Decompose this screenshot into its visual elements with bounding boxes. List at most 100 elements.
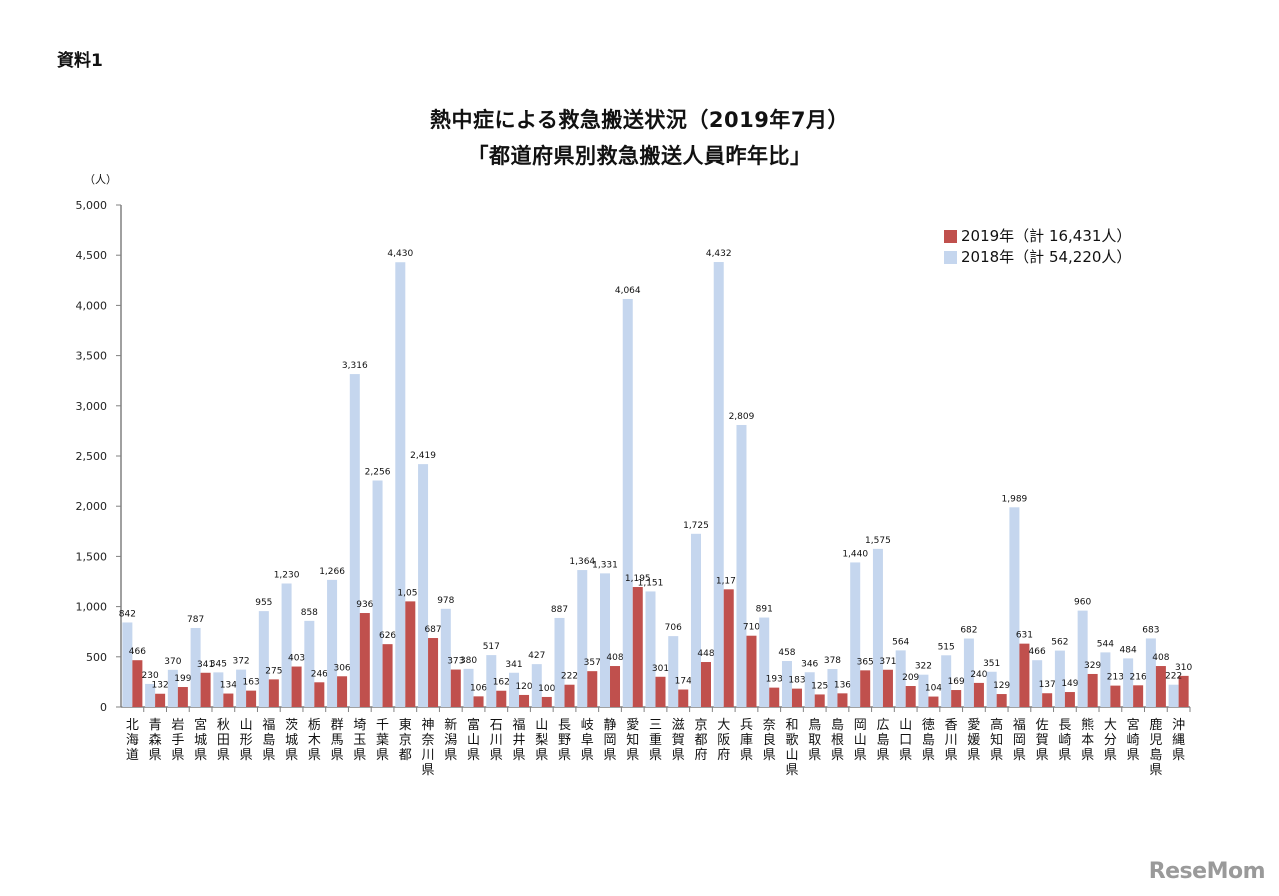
y-tick-label: 0 bbox=[100, 701, 107, 714]
x-category-label: 県 bbox=[604, 748, 617, 763]
data-label-2018: 891 bbox=[756, 605, 773, 615]
x-category-label: 県 bbox=[171, 748, 184, 763]
x-category-label: 玉 bbox=[353, 733, 366, 748]
y-tick-label: 4,000 bbox=[76, 299, 108, 312]
x-category-label: 賀 bbox=[672, 733, 685, 748]
x-category-label: 群 bbox=[331, 718, 344, 733]
x-category-label: 県 bbox=[945, 748, 958, 763]
bar-2018 bbox=[645, 591, 656, 707]
x-category-label: 京 bbox=[399, 733, 412, 748]
data-label-2018: 1,266 bbox=[319, 567, 345, 577]
data-label-2019: 631 bbox=[1016, 631, 1033, 641]
data-label-2018: 955 bbox=[255, 598, 272, 608]
x-category-label: 崎 bbox=[1058, 733, 1071, 748]
bar-2018 bbox=[1077, 610, 1088, 707]
data-label-2018: 562 bbox=[1051, 638, 1068, 648]
x-category-label: 北 bbox=[126, 718, 139, 733]
bar-2018 bbox=[690, 533, 701, 707]
bar-2018 bbox=[963, 638, 974, 707]
data-label-2019: 371 bbox=[879, 657, 896, 667]
data-label-2018: 1,331 bbox=[592, 560, 618, 570]
bar-2019 bbox=[1064, 692, 1075, 707]
bar-2018 bbox=[986, 671, 997, 707]
x-category-label: 山 bbox=[854, 733, 867, 748]
x-category-label: 口 bbox=[899, 733, 912, 748]
bar-2019 bbox=[723, 589, 734, 707]
bar-2019 bbox=[973, 682, 984, 707]
bar-2018 bbox=[531, 664, 542, 707]
bar-2018 bbox=[577, 570, 588, 707]
bar-2018 bbox=[167, 669, 178, 707]
bar-2018 bbox=[236, 669, 247, 707]
data-label-2019: 125 bbox=[811, 681, 828, 691]
bar-2018 bbox=[895, 650, 906, 707]
x-category-label: 野 bbox=[558, 733, 571, 748]
y-tick-label: 2,000 bbox=[76, 500, 108, 513]
data-label-2019: 373 bbox=[447, 657, 464, 667]
x-category-label: 県 bbox=[740, 748, 753, 763]
x-category-label: 新 bbox=[444, 717, 457, 733]
x-category-label: 秋 bbox=[217, 718, 230, 733]
data-label-2019: 183 bbox=[788, 676, 805, 686]
x-category-label: 県 bbox=[922, 748, 935, 763]
x-category-label: 県 bbox=[285, 748, 298, 763]
data-label-2019: 193 bbox=[766, 675, 783, 685]
data-label-2018: 345 bbox=[210, 659, 227, 669]
x-category-label: 森 bbox=[149, 733, 162, 748]
x-category-label: 川 bbox=[490, 733, 503, 748]
data-label-2018: 960 bbox=[1074, 598, 1091, 608]
bar-2018 bbox=[759, 617, 770, 707]
y-tick-label: 500 bbox=[86, 651, 107, 664]
x-category-label: 県 bbox=[899, 748, 912, 763]
y-tick-label: 3,000 bbox=[76, 400, 108, 413]
x-category-label: 県 bbox=[1104, 748, 1117, 763]
data-label-2018: 1,575 bbox=[865, 536, 891, 546]
bar-2018 bbox=[622, 298, 633, 707]
data-label-2019: 306 bbox=[333, 663, 350, 673]
x-category-label: 県 bbox=[376, 748, 389, 763]
x-category-label: 県 bbox=[854, 748, 867, 763]
x-category-label: 府 bbox=[694, 748, 707, 763]
data-label-2018: 787 bbox=[187, 615, 204, 625]
x-category-label: 山 bbox=[535, 718, 548, 733]
bar-2019 bbox=[632, 587, 643, 707]
bar-2019 bbox=[132, 660, 143, 707]
x-category-label: 県 bbox=[217, 748, 230, 763]
x-category-label: 佐 bbox=[1036, 718, 1049, 733]
bar-2018 bbox=[304, 620, 315, 707]
x-category-label: 県 bbox=[444, 748, 457, 763]
chart-legend: 2019年（計 16,431人） 2018年（計 54,220人） bbox=[944, 226, 1131, 268]
y-axis-unit-label: （人） bbox=[84, 173, 117, 186]
bar-2019 bbox=[473, 696, 484, 707]
x-category-label: 島 bbox=[922, 733, 935, 748]
data-label-2019: 1,195 bbox=[625, 574, 651, 584]
bar-2019 bbox=[655, 676, 666, 707]
x-category-label: 岡 bbox=[604, 733, 617, 748]
data-label-2018: 2,809 bbox=[729, 412, 755, 422]
legend-label-2019: 2019年（計 16,431人） bbox=[961, 227, 1132, 245]
data-label-2018: 380 bbox=[460, 656, 477, 666]
data-label-2018: 378 bbox=[824, 656, 841, 666]
data-label-2019: 246 bbox=[311, 669, 328, 679]
bar-2018 bbox=[713, 262, 724, 707]
data-label-2019: 149 bbox=[1061, 679, 1078, 689]
y-tick-label: 1,500 bbox=[76, 550, 108, 563]
data-label-2018: 2,256 bbox=[365, 467, 391, 477]
data-label-2019: 213 bbox=[1107, 673, 1124, 683]
data-label-2018: 564 bbox=[892, 637, 909, 647]
data-label-2019: 936 bbox=[356, 600, 373, 610]
x-category-label: 賀 bbox=[1036, 733, 1049, 748]
x-category-label: 川 bbox=[945, 733, 958, 748]
bar-2018 bbox=[736, 424, 747, 707]
bar-2019 bbox=[860, 670, 871, 707]
x-category-label: 葉 bbox=[376, 733, 389, 748]
data-label-2018: 341 bbox=[505, 660, 522, 670]
bar-2019 bbox=[610, 666, 621, 707]
x-category-label: 山 bbox=[467, 733, 480, 748]
x-category-label: 県 bbox=[467, 748, 480, 763]
x-category-label: 県 bbox=[308, 748, 321, 763]
x-category-label: 県 bbox=[558, 748, 571, 763]
data-label-2019: 136 bbox=[834, 680, 851, 690]
x-category-label: 良 bbox=[763, 732, 776, 748]
